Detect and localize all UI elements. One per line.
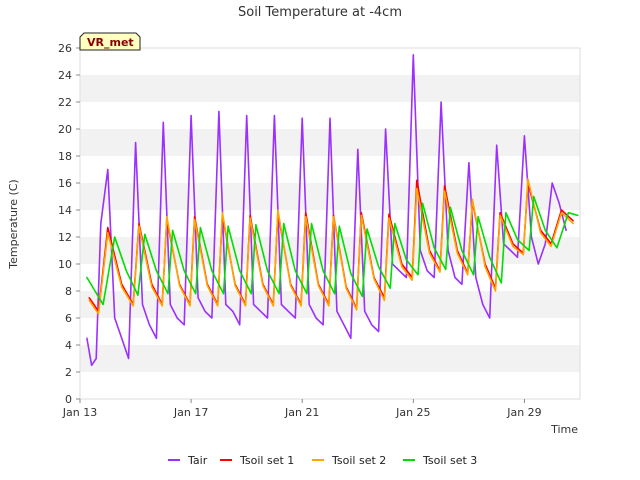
series-line-tair [86, 53, 567, 367]
x-axis: Jan 13 Jan 17 Jan 21 Jan 25 Jan 29 [62, 399, 542, 419]
x-axis-label: Time [550, 423, 578, 436]
y-tick-label: 16 [58, 177, 72, 190]
grid-band [80, 210, 580, 237]
grid-band [80, 372, 580, 399]
plot-frame [79, 47, 581, 400]
legend-item-tsoil-set-3: Tsoil set 3 [403, 454, 477, 467]
legend-label: Tsoil set 1 [239, 454, 294, 467]
badge-box [79, 32, 141, 51]
y-tick-label: 10 [58, 258, 72, 271]
x-tick-label: Jan 13 [62, 406, 97, 419]
y-axis-label: Temperature (C) [7, 179, 20, 269]
series-line-tsoil-set-2 [88, 178, 574, 315]
series-lines [86, 53, 579, 367]
legend-item-tair: Tair [168, 454, 208, 467]
legend-item-tsoil-set-1: Tsoil set 1 [220, 454, 294, 467]
y-tick-label: 12 [58, 231, 72, 244]
y-tick-label: 6 [65, 312, 72, 325]
y-tick-label: 26 [58, 42, 72, 55]
y-tick-label: 24 [58, 69, 72, 82]
grid-band [80, 183, 580, 210]
station-badge: VR_met [79, 32, 141, 51]
y-tick-label: 0 [65, 393, 72, 406]
y-tick-label: 18 [58, 150, 72, 163]
grid-band [80, 156, 580, 183]
legend-label: Tair [187, 454, 208, 467]
y-tick-label: 22 [58, 96, 72, 109]
legend: Tair Tsoil set 1 Tsoil set 2 Tsoil set 3 [168, 454, 477, 467]
grid-band [80, 318, 580, 345]
y-tick-label: 8 [65, 285, 72, 298]
y-tick-label: 2 [65, 366, 72, 379]
grid-band [80, 75, 580, 102]
grid-band [80, 345, 580, 372]
x-tick-label: Jan 21 [284, 406, 319, 419]
y-tick-label: 4 [65, 339, 72, 352]
x-tick-label: Jan 17 [173, 406, 208, 419]
series-line-tsoil-set-3 [86, 195, 579, 306]
legend-item-tsoil-set-2: Tsoil set 2 [312, 454, 386, 467]
badge-label: VR_met [87, 36, 134, 49]
y-tick-label: 20 [58, 123, 72, 136]
y-tick-label: 14 [58, 204, 72, 217]
grid-band [80, 237, 580, 264]
grid-band [80, 48, 580, 75]
x-tick-label: Jan 25 [395, 406, 430, 419]
legend-label: Tsoil set 3 [422, 454, 477, 467]
x-tick-label: Jan 29 [506, 406, 541, 419]
chart-title: Soil Temperature at -4cm [238, 5, 402, 20]
legend-label: Tsoil set 2 [331, 454, 386, 467]
